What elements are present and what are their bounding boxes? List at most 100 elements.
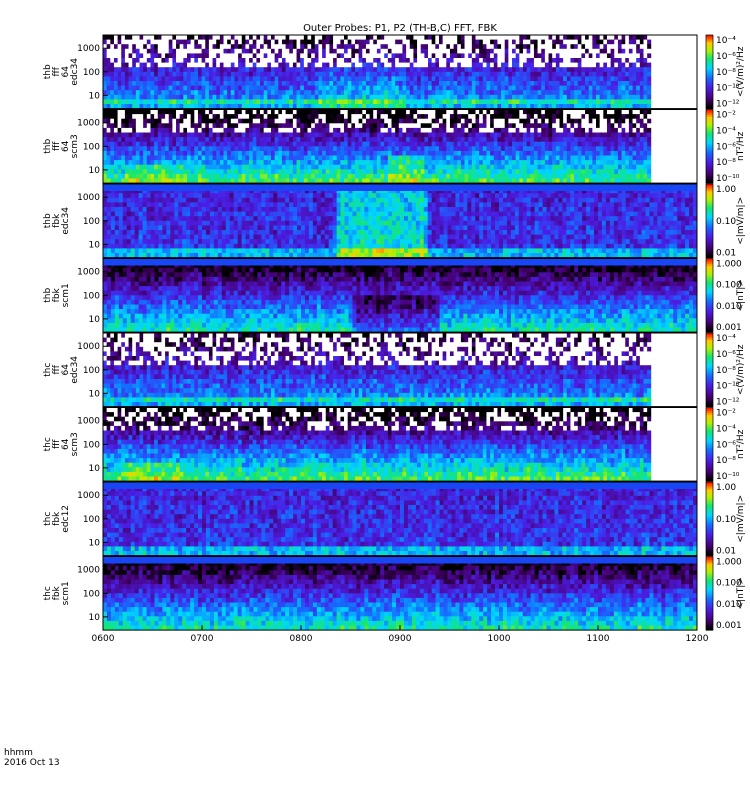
heatmap-cell [497, 58, 502, 63]
heatmap-cell [256, 71, 261, 77]
heatmap-cell [143, 164, 148, 170]
heatmap-cell [300, 173, 305, 179]
heatmap-cell [124, 173, 129, 179]
heatmap-cell [113, 90, 119, 96]
heatmap-cell [132, 169, 137, 175]
heatmap-cell [281, 53, 286, 59]
heatmap-cell [212, 118, 217, 124]
heatmap-cell [479, 67, 484, 73]
heatmap-cell [391, 39, 396, 45]
heatmap-cell [249, 94, 254, 100]
heatmap-cell [384, 173, 389, 179]
heatmap-cell [409, 48, 414, 54]
heatmap-cell [387, 137, 392, 143]
heatmap-cell [303, 39, 308, 45]
heatmap-cell [260, 67, 265, 73]
heatmap-cell [128, 173, 133, 179]
heatmap-cell [438, 123, 444, 129]
heatmap-cell [376, 44, 381, 50]
heatmap-cell [369, 123, 374, 129]
heatmap-cell [552, 99, 557, 105]
heatmap-cell [519, 169, 524, 175]
heatmap-cell [413, 58, 418, 63]
heatmap-cell [479, 169, 484, 175]
heatmap-cell [555, 155, 560, 161]
heatmap-cell [406, 48, 411, 54]
heatmap-cell [628, 53, 633, 59]
heatmap-cell [490, 109, 495, 115]
heatmap-cell [172, 137, 177, 143]
heatmap-cell [515, 104, 520, 109]
heatmap-cell [179, 35, 184, 40]
heatmap-cell [121, 160, 126, 166]
heatmap-cell [570, 160, 575, 166]
heatmap-cell [398, 123, 403, 129]
heatmap-cell [270, 90, 276, 96]
heatmap-cell [482, 58, 487, 63]
heatmap-cell [559, 141, 564, 147]
heatmap-cell [409, 123, 414, 129]
heatmap-cell [194, 127, 199, 133]
heatmap-cell [143, 44, 148, 50]
heatmap-cell [365, 85, 370, 91]
heatmap-cell [588, 76, 593, 82]
heatmap-cell [479, 62, 484, 68]
heatmap-cell [435, 81, 440, 86]
heatmap-cell [533, 39, 538, 45]
heatmap-cell [526, 76, 531, 82]
heatmap-cell [296, 123, 301, 129]
heatmap-cell [402, 99, 407, 105]
heatmap-cell [227, 48, 232, 54]
heatmap-cell [508, 109, 513, 115]
heatmap-cell [504, 123, 509, 129]
heatmap-cell [307, 48, 312, 54]
heatmap-cell [570, 35, 575, 40]
heatmap-cell [566, 160, 571, 166]
heatmap-cell [238, 137, 243, 143]
heatmap-cell [376, 62, 381, 68]
heatmap-cell [533, 99, 538, 105]
heatmap-cell [464, 123, 469, 129]
heatmap-cell [208, 109, 213, 115]
heatmap-cell [176, 127, 181, 133]
heatmap-cell [497, 146, 502, 152]
heatmap-cell [344, 62, 349, 68]
heatmap-cell [362, 35, 367, 40]
heatmap-cell [103, 188, 108, 194]
heatmap-cell [333, 173, 338, 179]
heatmap-cell [398, 169, 403, 175]
heatmap-cell [365, 178, 370, 184]
heatmap-cell [577, 150, 582, 156]
heatmap-cell [497, 44, 502, 50]
heatmap-cell [292, 104, 297, 109]
heatmap-cell [150, 164, 155, 170]
heatmap-cell [380, 81, 385, 86]
heatmap-cell [333, 90, 338, 96]
heatmap-cell [318, 44, 323, 50]
heatmap-cell [376, 67, 381, 73]
heatmap-cell [354, 71, 360, 77]
heatmap-cell [143, 160, 148, 166]
heatmap-cell [161, 178, 166, 184]
heatmap-cell [128, 44, 133, 50]
heatmap-cell [398, 85, 403, 91]
heatmap-cell [139, 39, 144, 45]
heatmap-cell [256, 53, 261, 59]
heatmap-cell [588, 169, 593, 175]
heatmap-cell [501, 123, 506, 129]
heatmap-cell [139, 44, 144, 50]
heatmap-cell [526, 150, 531, 156]
heatmap-cell [417, 71, 422, 77]
heatmap-cell [406, 127, 411, 133]
heatmap-cell [336, 44, 341, 50]
heatmap-cell [384, 118, 389, 124]
heatmap-cell [135, 137, 140, 143]
heatmap-cell [614, 109, 619, 115]
heatmap-cell [617, 104, 622, 109]
heatmap-cell [201, 109, 206, 115]
heatmap-cell [541, 71, 546, 77]
heatmap-cell [208, 67, 213, 73]
heatmap-cell [256, 146, 261, 152]
heatmap-cell [245, 90, 250, 96]
heatmap-cell [610, 85, 615, 91]
